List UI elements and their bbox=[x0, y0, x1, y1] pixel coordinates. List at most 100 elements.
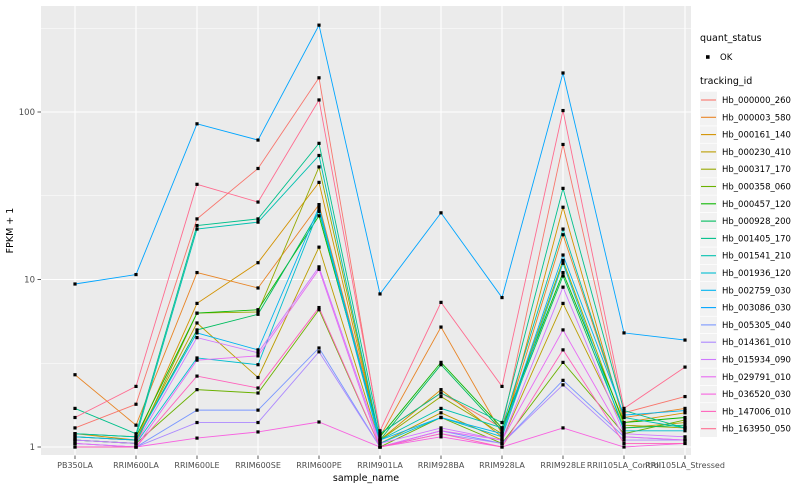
data-point bbox=[683, 418, 687, 422]
data-point bbox=[561, 426, 565, 430]
data-point bbox=[317, 205, 321, 209]
data-point bbox=[622, 426, 626, 430]
data-point bbox=[683, 415, 687, 420]
data-point bbox=[195, 388, 199, 392]
data-point bbox=[195, 328, 199, 332]
data-point bbox=[73, 426, 77, 430]
data-point bbox=[561, 258, 565, 263]
data-point bbox=[195, 358, 199, 362]
data-point bbox=[256, 386, 260, 390]
data-point bbox=[256, 312, 260, 316]
data-point bbox=[683, 406, 687, 410]
legend-item-Hb_014361_010: Hb_014361_010 bbox=[700, 333, 791, 351]
legend-title-quant-status: quant_status bbox=[700, 33, 762, 44]
data-point bbox=[317, 141, 321, 145]
legend-item-label: Hb_014361_010 bbox=[722, 338, 791, 348]
legend-item-label: Hb_001405_170 bbox=[722, 234, 791, 244]
legend-item-Hb_000000_260: Hb_000000_260 bbox=[700, 91, 791, 109]
data-point bbox=[256, 310, 260, 314]
data-point bbox=[134, 445, 138, 449]
data-point bbox=[622, 413, 626, 417]
data-point bbox=[195, 335, 199, 340]
x-tick-label: RRII105LA_Stressed bbox=[645, 461, 725, 470]
data-point bbox=[622, 435, 626, 439]
data-point bbox=[317, 267, 321, 271]
legend-item-label: Hb_036520_030 bbox=[722, 390, 791, 400]
x-tick-label: RRIM600LE bbox=[174, 461, 219, 470]
data-point bbox=[622, 438, 626, 442]
legend-title-tracking-id: tracking_id bbox=[700, 76, 752, 87]
data-point bbox=[561, 142, 565, 147]
legend-item-Hb_036520_030: Hb_036520_030 bbox=[700, 385, 791, 403]
data-point bbox=[561, 270, 565, 275]
data-point bbox=[622, 415, 626, 420]
legend-item-Hb_029791_010: Hb_029791_010 bbox=[700, 368, 791, 386]
data-point bbox=[439, 363, 443, 367]
data-point bbox=[256, 220, 260, 224]
legend-label-ok: OK bbox=[720, 53, 733, 63]
data-point bbox=[500, 420, 504, 425]
legend-item-Hb_001541_210: Hb_001541_210 bbox=[700, 247, 791, 264]
data-point bbox=[256, 217, 260, 221]
data-point bbox=[561, 274, 565, 278]
data-point bbox=[439, 426, 443, 430]
data-point bbox=[195, 217, 199, 221]
data-point bbox=[439, 406, 443, 410]
data-point bbox=[500, 295, 504, 300]
data-point bbox=[317, 153, 321, 158]
data-point bbox=[317, 245, 321, 249]
data-point bbox=[256, 138, 260, 142]
data-point bbox=[195, 270, 199, 275]
legend-item-Hb_000928_200: Hb_000928_200 bbox=[700, 212, 791, 230]
data-point bbox=[622, 411, 626, 415]
data-point bbox=[134, 432, 138, 436]
data-point bbox=[317, 346, 321, 350]
data-point bbox=[683, 365, 687, 369]
data-point bbox=[439, 391, 443, 395]
data-point bbox=[500, 429, 504, 433]
legend-item-Hb_000161_140: Hb_000161_140 bbox=[700, 126, 791, 143]
legend-item-Hb_015934_090: Hb_015934_090 bbox=[700, 351, 791, 368]
legend-item-Hb_001405_170: Hb_001405_170 bbox=[700, 230, 791, 247]
data-point bbox=[378, 429, 382, 433]
data-point bbox=[256, 308, 260, 312]
legend-item-label: Hb_000003_580 bbox=[722, 113, 791, 123]
x-axis-title: sample_name bbox=[333, 473, 399, 484]
x-tick-label: RRIM600PE bbox=[296, 461, 342, 470]
data-point bbox=[683, 429, 687, 433]
legend-item-label: Hb_163950_050 bbox=[722, 425, 791, 435]
data-point bbox=[256, 261, 260, 265]
data-point bbox=[500, 384, 504, 389]
data-point bbox=[256, 420, 260, 425]
data-point bbox=[195, 374, 199, 378]
legend-item-Hb_000358_060: Hb_000358_060 bbox=[700, 178, 791, 195]
data-point bbox=[317, 180, 321, 184]
data-point bbox=[378, 292, 382, 296]
legend-item-Hb_000457_120: Hb_000457_120 bbox=[700, 195, 791, 213]
legend-item-label: Hb_005305_040 bbox=[722, 321, 791, 331]
data-point bbox=[561, 227, 565, 231]
data-point bbox=[683, 338, 687, 342]
data-point bbox=[622, 445, 626, 449]
data-point bbox=[500, 438, 504, 442]
data-point bbox=[378, 438, 382, 442]
data-point bbox=[256, 391, 260, 395]
data-point bbox=[317, 76, 321, 80]
data-point bbox=[378, 435, 382, 439]
data-point bbox=[683, 426, 687, 430]
data-point bbox=[683, 435, 687, 439]
legend-item-label: Hb_147006_010 bbox=[722, 407, 791, 417]
data-point bbox=[134, 384, 138, 389]
data-point bbox=[683, 423, 687, 427]
data-point bbox=[500, 432, 504, 436]
data-point bbox=[683, 420, 687, 425]
data-point bbox=[378, 441, 382, 446]
legend-item-label: Hb_003086_030 bbox=[722, 304, 791, 314]
data-point bbox=[195, 227, 199, 231]
data-point bbox=[256, 363, 260, 367]
data-point bbox=[195, 408, 199, 412]
data-point bbox=[195, 321, 199, 325]
data-point bbox=[134, 441, 138, 446]
